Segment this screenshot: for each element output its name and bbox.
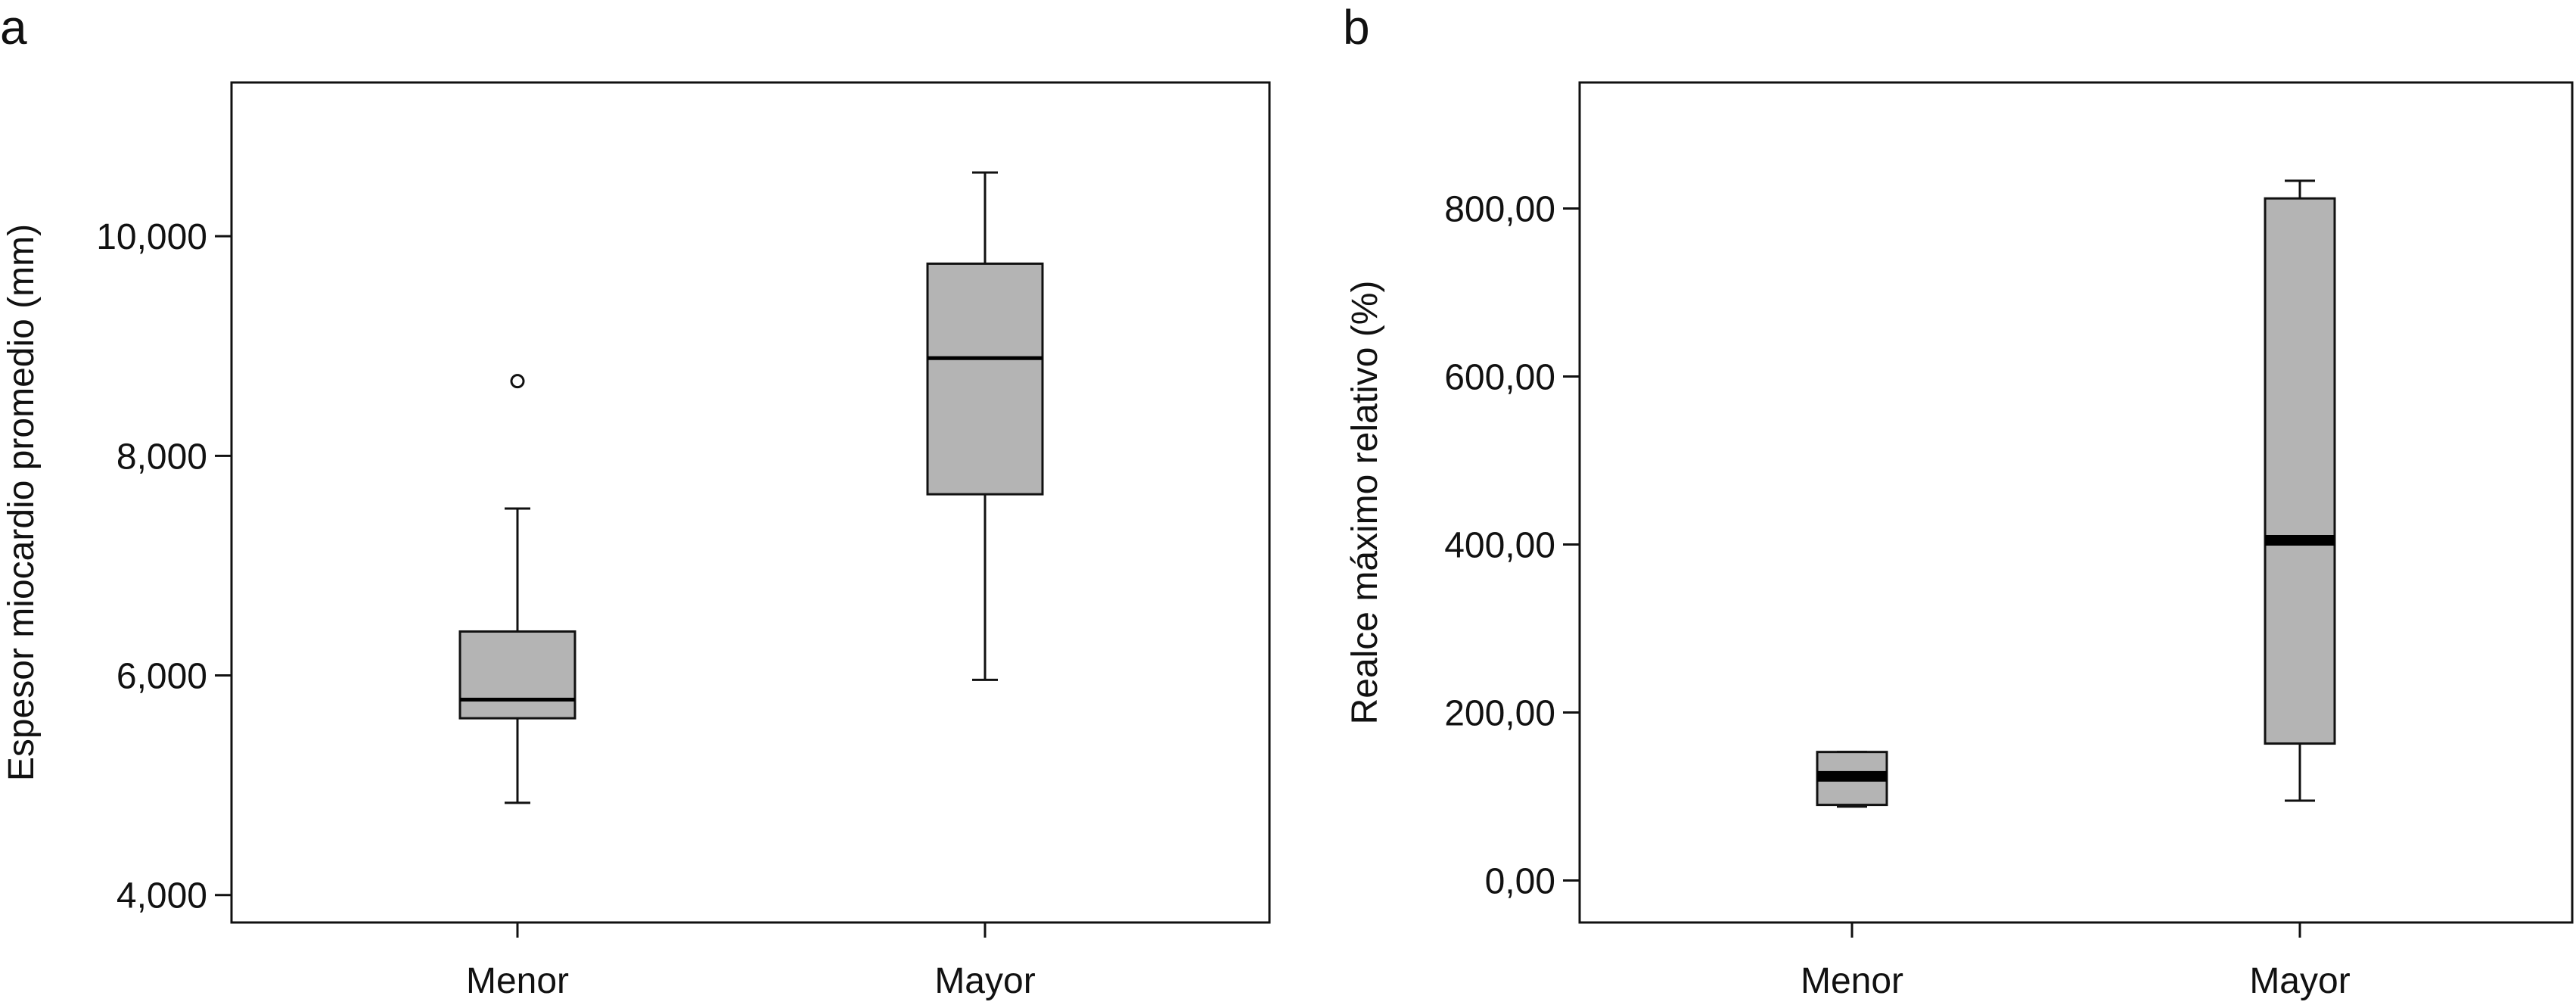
panel-a: a Espesor miocardio promedio (mm) 4,000 6… [0,0,1271,1001]
panel-b: b Realce máximo relativo (%) 0,00 200,00 4… [1343,0,2574,1001]
panel-a-x-ticks: Menor Mayor [466,922,1036,1001]
panel-a-box-menor-outlier [510,374,525,389]
panel-a-y-ticks: 4,000 6,000 8,000 10,000 [96,217,231,916]
panel-b-plot-frame [1578,81,2574,924]
panel-a-plot-frame [230,81,1271,924]
panel-a-x-tick-label: Mayor [934,961,1035,1001]
panel-a-box-mayor-iqr [926,262,1044,496]
panel-b-y-tick-label: 0,00 [1485,862,1555,902]
panel-a-y-tick-label: 4,000 [117,876,207,916]
panel-a-box-mayor [926,171,1044,681]
panel-b-y-tick-label: 600,00 [1444,358,1555,398]
panel-b-y-tick-label: 800,00 [1444,190,1555,230]
panel-a-box-menor [458,374,576,804]
panel-b-x-ticks: Menor Mayor [1801,922,2351,1001]
panel-b-y-tick-label: 200,00 [1444,694,1555,734]
panel-a-y-axis-label: Espesor miocardio promedio (mm) [2,224,42,781]
panel-a-box-menor-iqr [458,630,576,720]
panel-b-y-tick-label: 400,00 [1444,526,1555,566]
panel-b-y-axis-label: Realce máximo relativo (%) [1345,281,1385,725]
panel-a-label: a [0,0,27,54]
panel-a-y-tick-label: 8,000 [117,437,207,477]
panel-a-y-tick-label: 6,000 [117,657,207,697]
panel-b-x-tick-label: Mayor [2249,961,2350,1001]
panel-a-x-tick-label: Menor [466,961,569,1001]
panel-b-boxes [1816,179,2336,808]
panel-b-y-ticks: 0,00 200,00 400,00 600,00 800,00 [1444,190,1580,902]
panel-b-x-tick-label: Menor [1801,961,1903,1001]
panel-b-label: b [1343,0,1370,54]
panel-a-boxes [458,171,1044,804]
panel-a-y-tick-label: 10,000 [96,217,207,257]
panel-b-box-mayor-iqr [2264,197,2336,745]
panel-b-box-mayor [2264,179,2336,802]
panel-b-box-menor [1816,751,1888,808]
